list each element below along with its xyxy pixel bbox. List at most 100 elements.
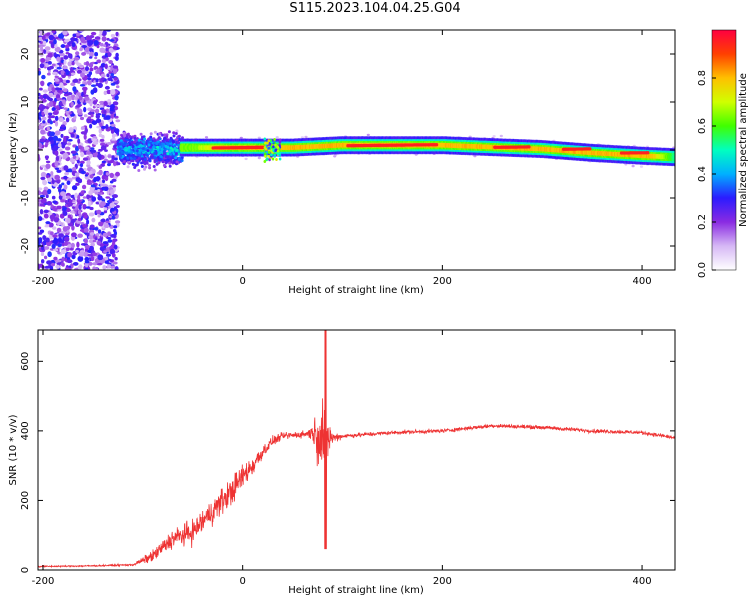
spectrogram-cell (112, 194, 118, 199)
spectrogram-cell (94, 56, 98, 60)
spectrogram-cell (51, 63, 56, 67)
spectrogram-cell (81, 45, 88, 48)
spectrogram-cell (79, 160, 85, 165)
spectrogram-cell (54, 120, 59, 127)
spectrogram-cell (51, 30, 56, 34)
spectrogram-cell (78, 251, 85, 257)
spectrogram-cell (86, 219, 90, 225)
spectrogram-cell (64, 267, 69, 270)
spectrogram-cell (90, 256, 95, 262)
spectrogram-cell (48, 131, 55, 137)
spectrogram-cell (100, 219, 106, 222)
spectrogram-cell (107, 262, 112, 265)
spectrogram-cell (148, 157, 152, 161)
spectrogram-cell (90, 184, 96, 188)
spectrogram-cell (111, 253, 116, 258)
spectrogram-cell (101, 179, 106, 184)
spectrogram-cell (111, 137, 116, 142)
spectrogram-cell (96, 240, 102, 245)
spectrogram-cell (101, 113, 106, 118)
spectrogram-cell (86, 182, 93, 186)
spectrogram-cell (45, 160, 51, 164)
spectrogram-cell (45, 163, 51, 170)
spectrogram-cell (56, 138, 62, 142)
spectrogram-cell (137, 138, 141, 142)
spectrogram-cell (133, 166, 137, 169)
spectrogram-cell (81, 126, 85, 130)
spectrogram-cell (107, 239, 113, 243)
spectrogram-cell (47, 177, 53, 183)
spectrogram-cell (77, 178, 83, 184)
spectrogram-cell (54, 75, 59, 79)
spectrogram-cell (173, 160, 177, 164)
spectrogram-cell (117, 162, 121, 166)
spectrogram-cell (84, 244, 90, 249)
spectrogram-cell (87, 77, 92, 81)
spectrogram-cell (62, 30, 68, 36)
spectrogram-cell (73, 78, 79, 83)
spectrogram-cell (133, 157, 137, 160)
spectrogram-cell (163, 136, 167, 140)
spectrogram-cell (88, 153, 93, 158)
spectrogram-cell (165, 138, 168, 142)
spectrogram-cell (123, 134, 127, 138)
spectrogram-cell (56, 66, 62, 70)
spectrogram-cell (53, 144, 59, 151)
spectrogram-cell (143, 167, 146, 171)
spectrogram-cell (128, 135, 132, 138)
spectrogram-cell (67, 214, 72, 219)
spectrogram-cell (141, 157, 145, 161)
spectrogram-cell (38, 237, 43, 244)
spectrogram-cell (40, 259, 45, 264)
spectrogram-cell (66, 91, 73, 96)
spectrogram-cell (68, 128, 74, 133)
spectrogram-cell (119, 155, 122, 158)
spectrogram-cell (46, 260, 52, 265)
spectrogram-cell (93, 177, 97, 183)
spectrogram-cell (95, 114, 100, 119)
spectrogram-cell (150, 153, 154, 157)
spectrogram-cell (142, 140, 146, 144)
spectrogram-cell (106, 142, 112, 145)
spectrogram-cell (105, 115, 111, 120)
spectrogram-cell (94, 104, 100, 108)
spectrogram-cell (50, 231, 54, 236)
spectrogram-cell (110, 73, 115, 77)
spectrogram-cell (113, 200, 119, 204)
spectrogram-cell (71, 176, 76, 180)
spectrogram-cell (38, 197, 41, 203)
spectrogram-cell (89, 224, 95, 229)
spectrogram-cell (105, 57, 109, 62)
spectrogram-cell (103, 207, 108, 211)
spectrogram-cell (157, 136, 161, 140)
spectrogram-cell (115, 205, 120, 208)
spectrogram-cell (89, 174, 94, 179)
spectrogram-cell (104, 63, 108, 70)
spectrogram-cell (111, 197, 115, 202)
spectrogram-cell (68, 169, 73, 173)
spectrogram-cell (54, 87, 61, 91)
spectrogram-cell (110, 89, 116, 96)
spectrogram-cell (79, 116, 85, 121)
spectrogram-cell (300, 136, 304, 139)
spectrogram-cell (143, 137, 147, 141)
spectrogram-cell (154, 158, 158, 162)
spectrogram-cell (61, 143, 66, 149)
spectrogram-cell (102, 232, 108, 238)
spectrogram-cell (47, 86, 52, 92)
spectrogram-cell (77, 233, 83, 238)
spectrogram-cell (68, 112, 72, 115)
spectrogram-cell (72, 33, 77, 38)
spectrogram-cell (54, 174, 61, 181)
spectrogram-cell (60, 44, 66, 49)
spectrogram-cell (91, 138, 97, 142)
spectrogram-cell (88, 235, 94, 240)
spectrogram-cell (65, 117, 70, 123)
spectrogram-cell (77, 138, 81, 144)
spectrogram-cell (64, 241, 68, 247)
spectrogram-cell (142, 153, 146, 157)
spectrogram-cell (43, 209, 49, 214)
spectrogram-cell (55, 259, 62, 263)
spectrogram-cell (76, 241, 80, 248)
spectrogram-cell (126, 160, 130, 164)
